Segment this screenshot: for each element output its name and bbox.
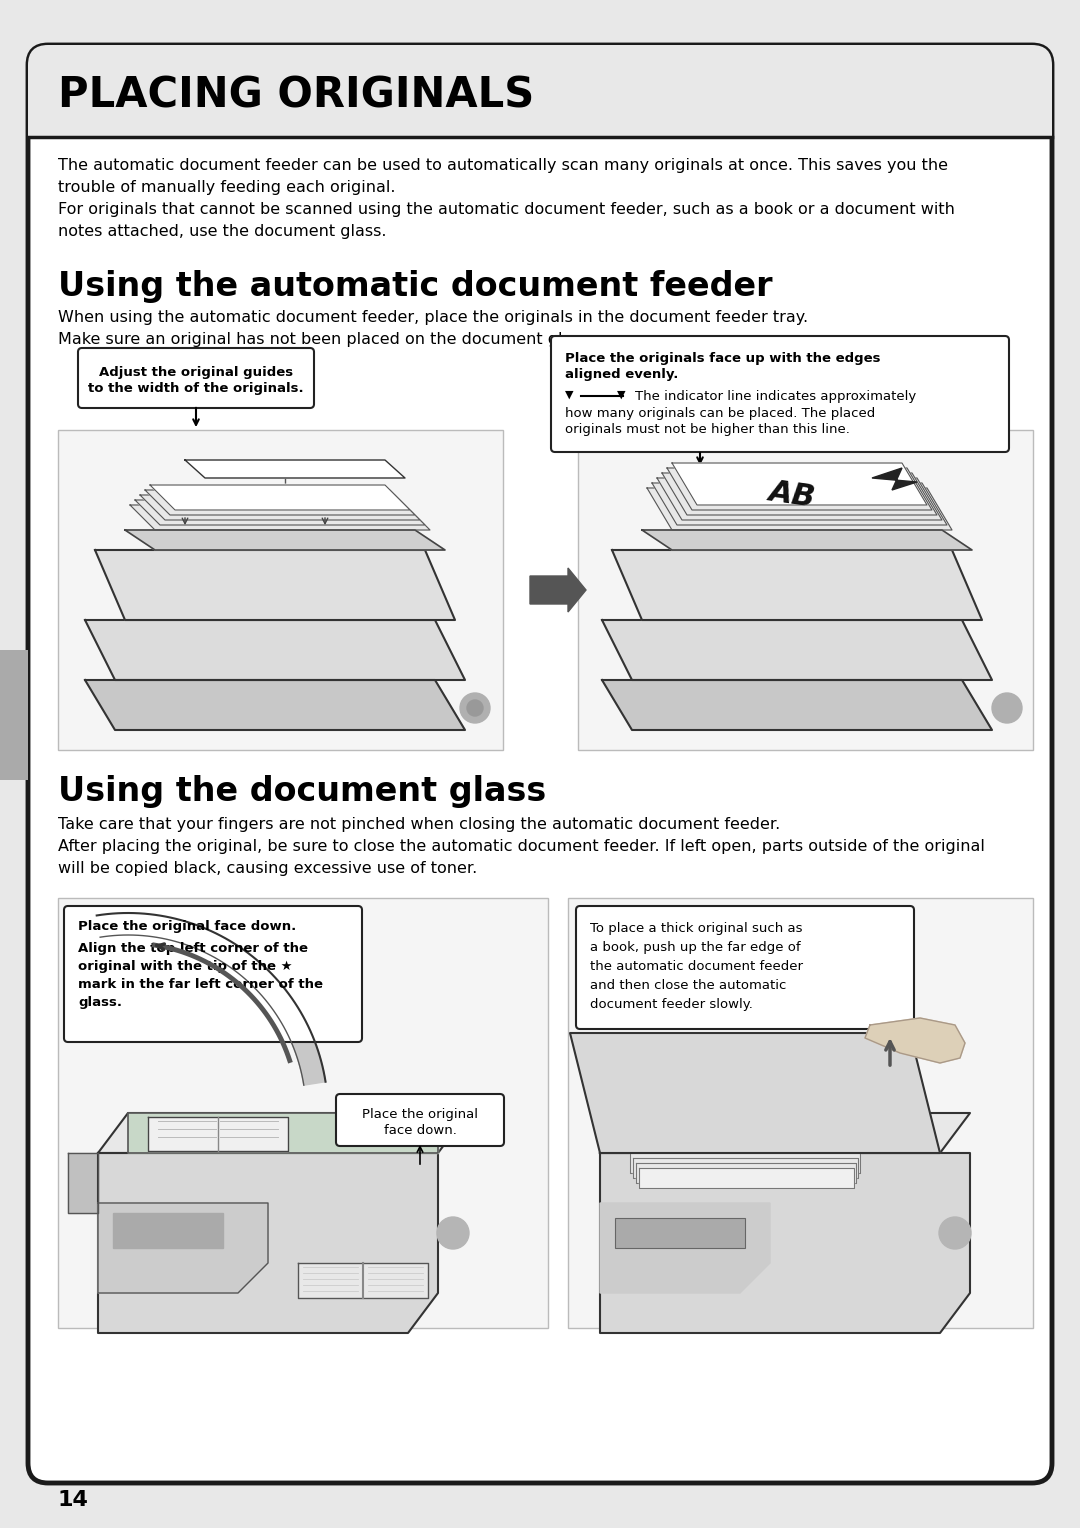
Polygon shape [185, 460, 405, 478]
FancyBboxPatch shape [551, 336, 1009, 452]
Text: a book, push up the far edge of: a book, push up the far edge of [590, 941, 800, 953]
FancyBboxPatch shape [78, 348, 314, 408]
Text: When using the automatic document feeder, place the originals in the document fe: When using the automatic document feeder… [58, 310, 808, 325]
Polygon shape [298, 1264, 428, 1297]
Polygon shape [95, 550, 455, 620]
Polygon shape [672, 463, 927, 504]
Text: notes attached, use the document glass.: notes attached, use the document glass. [58, 225, 387, 238]
Text: glass.: glass. [78, 996, 122, 1008]
Text: Place the originals face up with the edges: Place the originals face up with the edg… [565, 351, 880, 365]
Polygon shape [602, 620, 993, 680]
Text: original with the tip of the ★: original with the tip of the ★ [78, 960, 293, 973]
Polygon shape [667, 468, 932, 510]
Polygon shape [98, 1203, 268, 1293]
Text: AB: AB [767, 477, 818, 512]
Polygon shape [130, 504, 430, 530]
Text: The indicator line indicates approximately: The indicator line indicates approximate… [635, 390, 916, 403]
Text: to the width of the originals.: to the width of the originals. [89, 382, 303, 396]
Polygon shape [125, 530, 445, 550]
Text: The automatic document feeder can be used to automatically scan many originals a: The automatic document feeder can be use… [58, 157, 948, 173]
Text: 14: 14 [58, 1490, 89, 1510]
Text: PLACING ORIGINALS: PLACING ORIGINALS [58, 73, 535, 116]
Text: Place the original face down.: Place the original face down. [78, 920, 296, 934]
Polygon shape [98, 1112, 468, 1154]
Text: To place a thick original such as: To place a thick original such as [590, 921, 802, 935]
Bar [58, 429, 503, 750]
Text: how many originals can be placed. The placed: how many originals can be placed. The pl… [565, 406, 875, 420]
Circle shape [460, 694, 490, 723]
Bar [578, 429, 1032, 750]
Circle shape [437, 1216, 469, 1248]
Text: Using the document glass: Using the document glass [58, 775, 546, 808]
Polygon shape [662, 474, 937, 515]
Text: ▼: ▼ [617, 390, 625, 400]
Polygon shape [602, 680, 993, 730]
Polygon shape [642, 530, 972, 550]
Polygon shape [600, 1203, 770, 1293]
Polygon shape [85, 680, 465, 730]
FancyBboxPatch shape [576, 906, 914, 1028]
Bar [615, 1218, 745, 1248]
Text: Align the top left corner of the: Align the top left corner of the [78, 941, 308, 955]
Text: will be copied black, causing excessive use of toner.: will be copied black, causing excessive … [58, 860, 477, 876]
Polygon shape [129, 1112, 438, 1154]
Bar [0, 649, 28, 779]
Polygon shape [630, 1154, 860, 1174]
Text: Adjust the original guides: Adjust the original guides [99, 367, 293, 379]
Polygon shape [113, 1213, 222, 1248]
FancyBboxPatch shape [28, 44, 1052, 138]
Text: ▼: ▼ [565, 390, 573, 400]
Text: the automatic document feeder: the automatic document feeder [590, 960, 804, 973]
Circle shape [993, 694, 1022, 723]
Bar [58, 898, 548, 1328]
Text: Take care that your fingers are not pinched when closing the automatic document : Take care that your fingers are not pinc… [58, 817, 780, 833]
Polygon shape [150, 484, 410, 510]
Polygon shape [647, 487, 951, 530]
FancyBboxPatch shape [336, 1094, 504, 1146]
Polygon shape [140, 495, 420, 520]
Polygon shape [872, 468, 917, 490]
Polygon shape [600, 1112, 970, 1154]
Text: and then close the automatic: and then close the automatic [590, 979, 786, 992]
Polygon shape [633, 1158, 858, 1178]
Text: Place the original: Place the original [362, 1108, 478, 1122]
Text: face down.: face down. [383, 1125, 457, 1137]
Polygon shape [865, 1018, 966, 1063]
Bar [568, 898, 1032, 1328]
Circle shape [467, 700, 483, 717]
Text: mark in the far left corner of the: mark in the far left corner of the [78, 978, 323, 992]
Text: document feeder slowly.: document feeder slowly. [590, 998, 753, 1012]
Polygon shape [85, 620, 465, 680]
Text: Using the automatic document feeder: Using the automatic document feeder [58, 270, 772, 303]
FancyBboxPatch shape [28, 44, 1052, 1484]
Polygon shape [135, 500, 426, 526]
Polygon shape [612, 550, 982, 620]
Polygon shape [145, 490, 415, 515]
Text: aligned evenly.: aligned evenly. [565, 368, 678, 380]
Polygon shape [98, 1154, 438, 1332]
Text: Make sure an original has not been placed on the document glass.: Make sure an original has not been place… [58, 332, 594, 347]
Circle shape [939, 1216, 971, 1248]
Polygon shape [639, 1167, 854, 1187]
Polygon shape [97, 914, 325, 1085]
Bar [28, 99, 1052, 138]
Text: trouble of manually feeding each original.: trouble of manually feeding each origina… [58, 180, 395, 196]
FancyArrow shape [530, 568, 586, 613]
Text: originals must not be higher than this line.: originals must not be higher than this l… [565, 423, 850, 435]
Polygon shape [657, 478, 942, 520]
Polygon shape [600, 1154, 970, 1332]
Polygon shape [652, 483, 947, 526]
FancyBboxPatch shape [64, 906, 362, 1042]
Polygon shape [148, 1117, 288, 1151]
Polygon shape [68, 1154, 98, 1213]
Polygon shape [570, 1033, 940, 1154]
Text: After placing the original, be sure to close the automatic document feeder. If l: After placing the original, be sure to c… [58, 839, 985, 854]
Polygon shape [636, 1163, 856, 1183]
Text: For originals that cannot be scanned using the automatic document feeder, such a: For originals that cannot be scanned usi… [58, 202, 955, 217]
